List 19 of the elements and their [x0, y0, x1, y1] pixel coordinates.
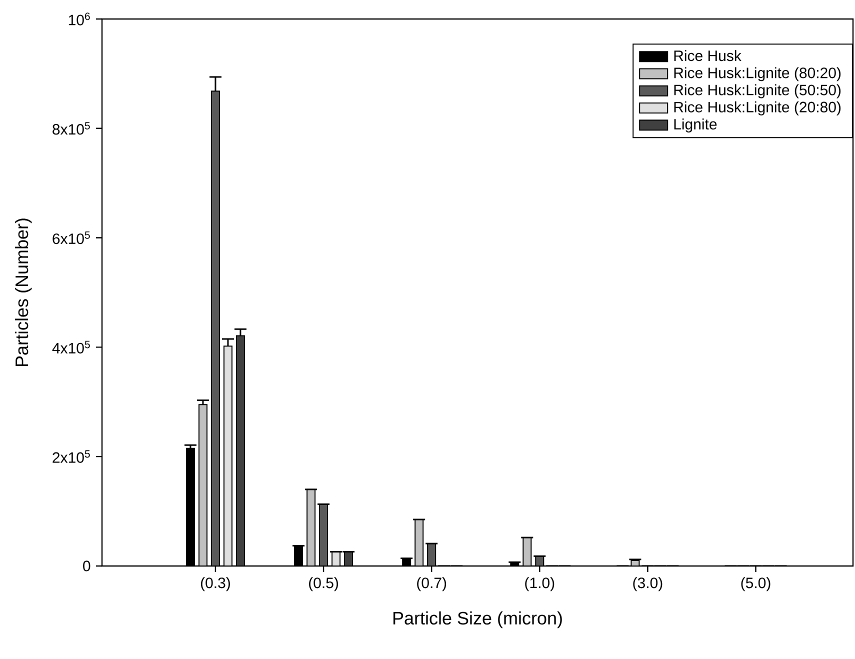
y-tick-label: 6x10$^{5}$	[52, 232, 90, 244]
x-axis-title: Particle Size (micron)	[393, 611, 562, 628]
y-tick-label: 4x10$^{5}$	[52, 340, 90, 354]
x-tick-label: (0.7)	[417, 577, 446, 592]
legend-label: Rice Husk	[674, 50, 742, 62]
legend-label: Rice Husk:Lignite (50:50)	[674, 84, 841, 98]
x-tick-label: (0.3)	[200, 577, 230, 592]
x-tick-label: (3.0)	[633, 577, 662, 592]
y-tick-label: 2x10$^{5}$	[52, 450, 90, 463]
legend-label: Lignite	[674, 118, 717, 132]
x-tick-label: (0.5)	[309, 577, 338, 592]
y-tick-label: 10$^{6}$	[68, 12, 90, 26]
y-tick-label: 0	[83, 560, 90, 572]
x-tick-label: (1.0)	[525, 577, 554, 592]
y-tick-label: 8x10$^{5}$	[52, 122, 90, 135]
x-tick-label: (5.0)	[741, 577, 770, 592]
y-axis-title: Particles (Number)	[14, 218, 32, 366]
legend-label: Rice Husk:Lignite (80:20)	[674, 67, 841, 82]
legend-label: Rice Husk:Lignite (20:80)	[674, 101, 841, 116]
